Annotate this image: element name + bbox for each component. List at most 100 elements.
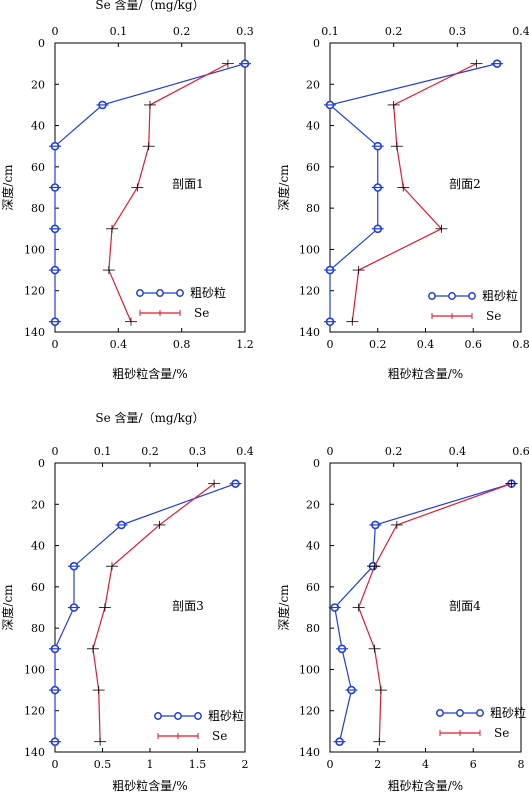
legend-sand-label: 粗砂粒: [190, 285, 226, 300]
x-bottom-tick-label: 0.4: [417, 338, 435, 351]
x-bottom-tick-label: 2: [374, 758, 381, 771]
y-tick-label: 80: [306, 202, 320, 215]
x-top-tick-label: 0.4: [236, 445, 254, 458]
x-bottom-axis-label: 粗砂粒含量/%: [388, 366, 463, 381]
x-top-tick-label: 0: [52, 25, 59, 38]
y-tick-label: 0: [38, 457, 45, 470]
x-top-tick-label: 0.2: [141, 445, 159, 458]
legend-sand-marker: [156, 289, 164, 297]
legend-sand-marker: [176, 289, 184, 297]
x-top-tick-label: 0.1: [321, 25, 339, 38]
x-bottom-tick-label: 0: [52, 338, 59, 351]
x-bottom-axis-label: 粗砂粒含量/%: [112, 366, 187, 381]
y-tick-label: 120: [24, 285, 45, 298]
x-top-tick-label: 0.3: [236, 25, 254, 38]
x-bottom-tick-label: 2: [242, 758, 249, 771]
x-bottom-axis-label: 粗砂粒含量/%: [388, 778, 463, 793]
y-tick-label: 0: [313, 37, 320, 50]
legend-sand-label: 粗砂粒: [482, 288, 518, 303]
y-tick-label: 60: [31, 161, 45, 174]
legend-sand-marker: [456, 709, 464, 717]
x-top-tick-label: 0.1: [110, 25, 128, 38]
x-top-tick-label: 0.4: [449, 445, 467, 458]
x-top-tick-label: 0.1: [94, 445, 112, 458]
y-tick-label: 0: [313, 457, 320, 470]
x-top-tick-label: 0.2: [385, 25, 403, 38]
x-top-tick-label: 0.2: [173, 25, 191, 38]
y-tick-label: 140: [24, 326, 45, 339]
y-tick-label: 120: [24, 705, 45, 718]
x-bottom-tick-label: 0: [327, 338, 334, 351]
y-tick-label: 0: [38, 37, 45, 50]
legend-sand-marker: [436, 709, 444, 717]
y-tick-label: 140: [24, 746, 45, 759]
legend-se-label: Se: [212, 729, 227, 743]
y-tick-label: 80: [31, 202, 45, 215]
legend-sand-marker: [174, 712, 182, 720]
legend-sand-marker: [448, 292, 456, 300]
x-bottom-tick-label: 1.2: [236, 338, 254, 351]
x-bottom-tick-label: 1.5: [189, 758, 207, 771]
y-tick-label: 20: [306, 498, 320, 511]
chart-panel-1: 0 20 40 60 80 100 120 140 0 0.4 0.8 1.2 0 0.1 0.2 0.3 Se…: [0, 0, 254, 381]
x-top-tick-label: 0: [327, 445, 334, 458]
x-top-tick-label: 0.2: [385, 445, 403, 458]
y-tick-label: 60: [31, 581, 45, 594]
panel-label: 剖面1: [172, 177, 204, 191]
y-tick-label: 80: [306, 622, 320, 635]
se-series-line: [358, 483, 512, 742]
se-series-line: [108, 63, 229, 322]
legend-se-label: Se: [486, 309, 501, 323]
legend-sand-marker: [476, 709, 484, 717]
legend-se-label: Se: [494, 726, 509, 740]
y-tick-label: 60: [306, 161, 320, 174]
x-bottom-tick-label: 0: [52, 758, 59, 771]
y-axis-label: 深度/cm: [276, 164, 291, 211]
legend-sand-marker: [428, 292, 436, 300]
y-axis-label: 深度/cm: [0, 584, 15, 631]
y-axis-label: 深度/cm: [276, 584, 291, 631]
chart-panel-2: 0 20 40 60 80 100 120 140 0 0.2 0.4 0.6 0.8 0.1 0.2 0.3…: [276, 25, 529, 381]
y-tick-label: 140: [299, 746, 320, 759]
legend-sand-label: 粗砂粒: [208, 708, 244, 723]
y-tick-label: 20: [306, 78, 320, 91]
y-tick-label: 120: [299, 285, 320, 298]
y-tick-label: 40: [31, 540, 45, 553]
legend: 粗砂粒 Se: [428, 288, 518, 323]
legend: 粗砂粒 Se: [136, 285, 226, 320]
x-bottom-tick-label: 6: [470, 758, 477, 771]
x-top-axis-label: Se 含量/（mg/kg）: [95, 410, 204, 425]
x-bottom-tick-label: 0.5: [94, 758, 112, 771]
panel-label: 剖面4: [449, 599, 481, 613]
legend-sand-marker: [468, 292, 476, 300]
x-bottom-tick-label: 1: [147, 758, 154, 771]
x-top-tick-label: 0: [52, 445, 59, 458]
x-bottom-tick-label: 0.6: [465, 338, 483, 351]
sand-series-line: [328, 63, 498, 322]
legend-sand-marker: [194, 712, 202, 720]
x-top-tick-label: 0.4: [512, 25, 529, 38]
x-bottom-tick-label: 0.2: [369, 338, 387, 351]
se-series-line: [351, 63, 477, 322]
y-tick-label: 120: [299, 705, 320, 718]
y-tick-label: 100: [299, 243, 320, 256]
y-tick-label: 80: [31, 622, 45, 635]
x-top-tick-label: 0.6: [512, 445, 529, 458]
x-top-axis-label: Se 含量/（mg/kg）: [95, 0, 204, 12]
panel-label: 剖面3: [172, 599, 204, 613]
x-bottom-tick-label: 8: [518, 758, 525, 771]
x-bottom-tick-label: 0.8: [173, 338, 191, 351]
x-bottom-tick-label: 4: [422, 758, 429, 771]
legend-se-label: Se: [194, 306, 209, 320]
y-tick-label: 20: [31, 78, 45, 91]
legend-sand-marker: [136, 289, 144, 297]
panel-label: 剖面2: [449, 177, 481, 191]
legend-sand-label: 粗砂粒: [490, 705, 526, 720]
y-tick-label: 40: [306, 540, 320, 553]
y-tick-label: 20: [31, 498, 45, 511]
x-bottom-tick-label: 0: [327, 758, 334, 771]
x-top-tick-label: 0.3: [449, 25, 467, 38]
